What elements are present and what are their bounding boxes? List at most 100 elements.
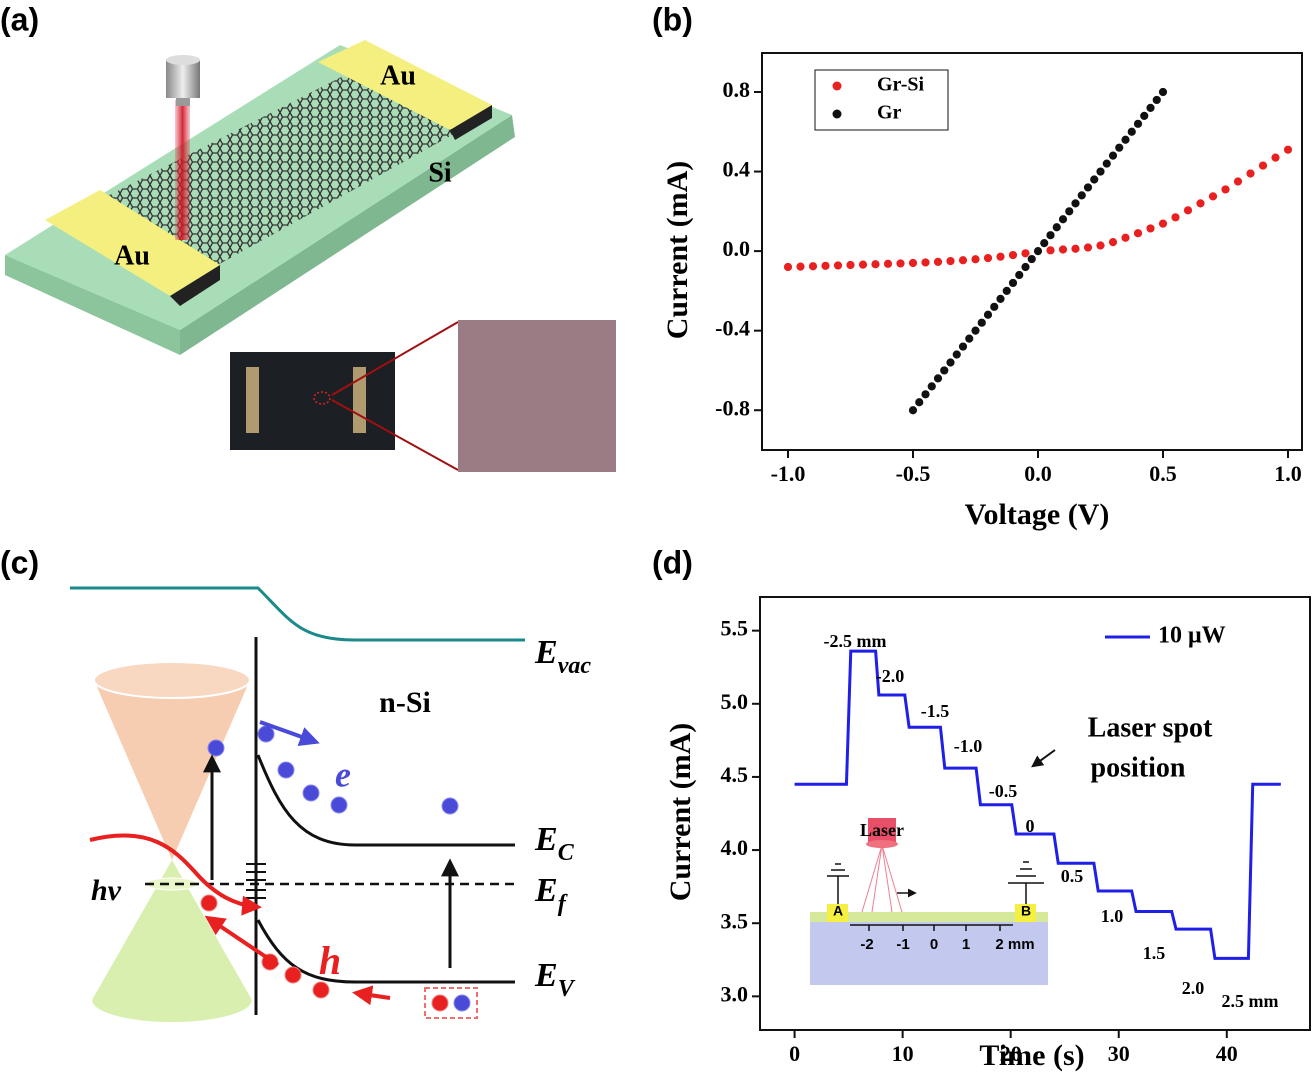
- annotation: 0: [1026, 816, 1035, 836]
- annotation: -2.0: [876, 666, 905, 686]
- point: [1245, 168, 1256, 179]
- photo-zoom: [458, 320, 616, 472]
- y-axis-label: Current (mA): [661, 161, 694, 340]
- laser-lens: [866, 840, 898, 848]
- annotation: 2.0: [1182, 978, 1205, 998]
- point: [845, 260, 856, 270]
- point: [1020, 262, 1031, 272]
- x-axis-label: Time (s): [979, 1039, 1084, 1072]
- laser-beam: [861, 844, 903, 913]
- point: [939, 365, 950, 376]
- point: [870, 259, 881, 270]
- device-diagram: Au Au Si: [5, 40, 616, 472]
- y-axis-label: Current (mA): [664, 723, 697, 902]
- point: [958, 341, 968, 352]
- annotation: -1.5: [921, 701, 950, 721]
- point: [1158, 87, 1168, 97]
- y-tick-label: -0.8: [715, 395, 750, 420]
- label: Si: [428, 157, 452, 188]
- point: [920, 257, 931, 268]
- scale: [850, 924, 1013, 931]
- label: n-Si: [379, 686, 431, 719]
- point: [1058, 244, 1068, 255]
- inset-label: -1: [896, 936, 909, 953]
- point: [1083, 182, 1093, 193]
- x-tick-label: 0: [789, 1041, 800, 1066]
- valence-band: [256, 919, 515, 984]
- x-tick-label: 0.5: [1149, 461, 1177, 486]
- annotation: 1.0: [1101, 906, 1124, 926]
- dirac-cone: [94, 680, 250, 860]
- point: [1183, 205, 1193, 216]
- electrode: [318, 40, 492, 130]
- arrow: [1031, 749, 1056, 768]
- point: [926, 381, 937, 392]
- annotation: Laser spot: [1088, 712, 1213, 743]
- inset-label: Laser: [860, 820, 904, 840]
- point: [1008, 250, 1018, 260]
- point: [895, 258, 906, 269]
- label: Au: [380, 60, 416, 91]
- ground: [827, 861, 1044, 904]
- electrode: [45, 190, 220, 296]
- point: [1133, 228, 1143, 239]
- photon-arrow: [89, 833, 262, 916]
- x-tick-label: 1.0: [1274, 461, 1302, 486]
- x-axis-label: Voltage (V): [965, 498, 1110, 531]
- point: [1045, 230, 1056, 241]
- electrode-side: [450, 105, 492, 140]
- point: [1014, 270, 1025, 280]
- point: [795, 261, 806, 272]
- x-tick-label: -1.0: [771, 461, 806, 486]
- arrow: [204, 915, 280, 967]
- point: [1126, 126, 1137, 137]
- dirac-cone: [92, 860, 252, 1022]
- legend-label: Gr-Si: [877, 74, 924, 96]
- point: [1114, 142, 1125, 153]
- electrode: [1015, 904, 1036, 922]
- annotation: 0.5: [1061, 866, 1084, 886]
- inset-label: 1: [962, 936, 970, 953]
- panel-label: (c): [0, 544, 39, 580]
- point: [1070, 243, 1081, 254]
- y-tick-label: 4.5: [721, 762, 749, 787]
- point: [1070, 198, 1081, 209]
- label: e: [335, 754, 351, 794]
- inset-label: 0: [930, 936, 938, 953]
- arrow: [259, 720, 320, 747]
- band-diagram: n-Si e hv h Evac EC Ef EV: [70, 586, 591, 1022]
- point: [833, 260, 843, 271]
- point: [1051, 222, 1062, 233]
- point: [1145, 102, 1156, 113]
- annotation: position: [1091, 752, 1186, 783]
- annotation: 1.5: [1143, 943, 1166, 963]
- laser-head: [176, 98, 190, 106]
- point: [945, 357, 956, 368]
- graphene: [810, 912, 1048, 922]
- label: hv: [91, 874, 122, 907]
- point: [958, 255, 968, 266]
- y-tick-label: -0.4: [715, 316, 750, 341]
- conduction-band: [256, 754, 515, 847]
- x-tick-label: 0.0: [1024, 461, 1052, 486]
- arrow: [352, 985, 391, 1006]
- point: [995, 251, 1006, 262]
- legend-marker: [832, 109, 842, 119]
- substrate: [810, 922, 1048, 985]
- point: [908, 405, 918, 416]
- zoom-region: [313, 391, 331, 405]
- point: [933, 256, 943, 267]
- point: [914, 397, 925, 408]
- point: [951, 349, 962, 360]
- y-tick-label: 3.0: [721, 981, 749, 1006]
- point: [964, 333, 975, 344]
- x-tick-label: 40: [1216, 1041, 1238, 1066]
- panel-label: (b): [652, 1, 693, 37]
- level-label: EC: [534, 821, 575, 866]
- point: [976, 317, 987, 328]
- panel-label: (d): [652, 544, 693, 580]
- point: [1001, 285, 1012, 296]
- label: Au: [114, 240, 150, 271]
- y-tick-label: 5.0: [721, 689, 749, 714]
